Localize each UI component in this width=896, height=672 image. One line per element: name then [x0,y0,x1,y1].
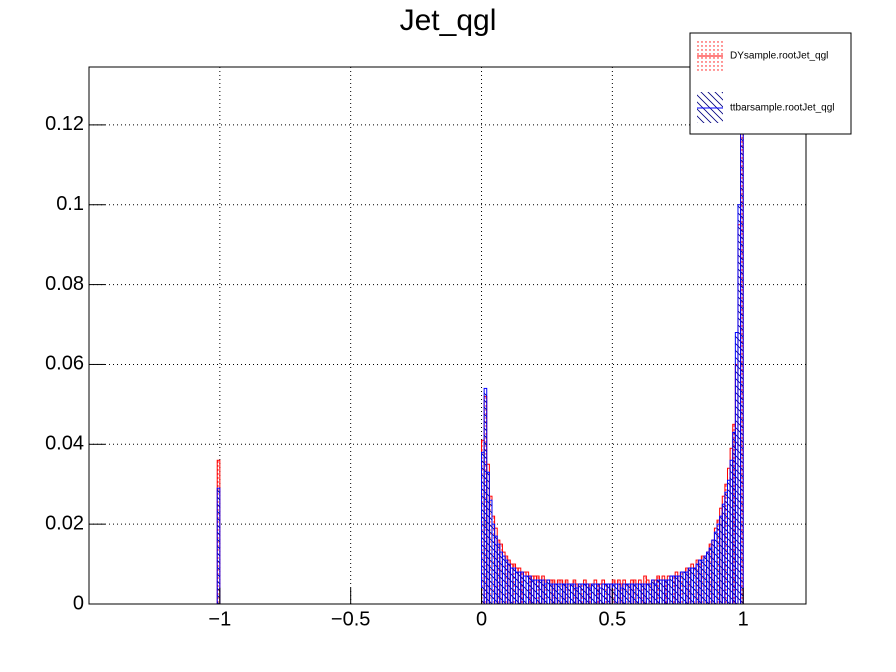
x-tick-label: −1 [208,608,231,630]
y-tick-label: 0.08 [45,273,84,295]
y-tick-label: 0.02 [45,512,84,534]
plot-area [89,72,806,604]
legend-label: DYsample.rootJet_qgl [730,51,828,62]
y-tick-label: 0.1 [56,193,84,215]
legend: DYsample.rootJet_qgl ttbarsample.rootJet_… [689,32,852,135]
y-tick-label: 0.12 [45,113,84,135]
legend-label: ttbarsample.rootJet_qgl [730,103,835,114]
x-tick-label: 0.5 [598,608,626,630]
y-tick-label: 0.04 [45,433,84,455]
y-tick-label: 0.06 [45,353,84,375]
x-tick-label: −0.5 [331,608,370,630]
histogram-bar [216,487,221,604]
x-tick-label: 1 [738,608,749,630]
frame [88,66,807,605]
histogram-bar [740,72,744,604]
x-tick-label: 0 [476,608,487,630]
axes: 0 0.02 0.04 0.06 0.08 0.1 0.12 −1 −0.5 0 0.5 1 [45,113,749,630]
chart-title: Jet_qgl [400,4,497,37]
y-tick-label: 0 [73,592,84,614]
